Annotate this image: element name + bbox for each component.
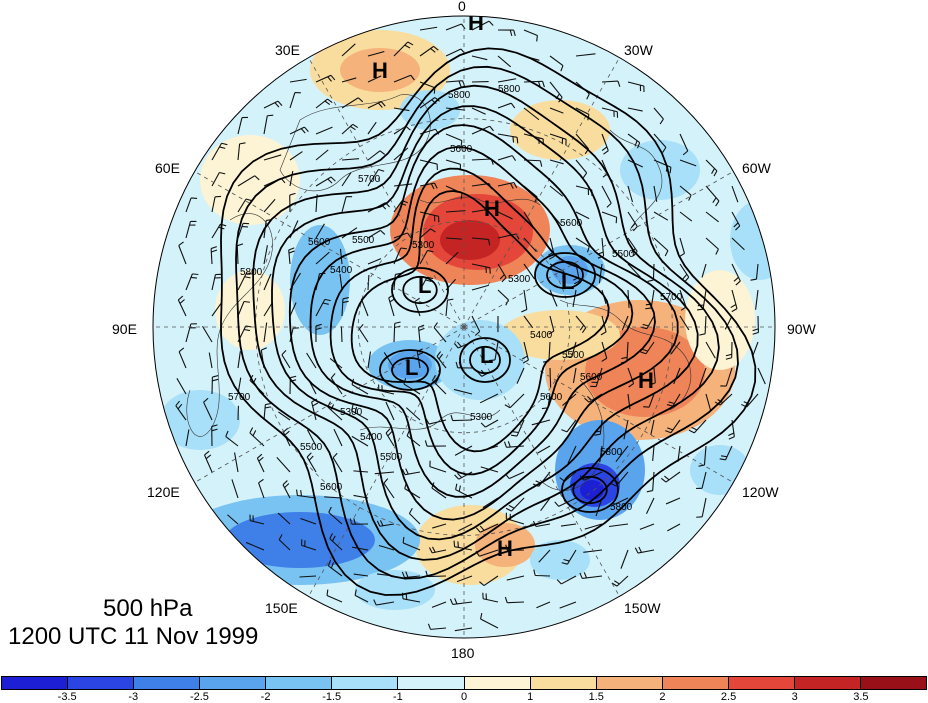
colorbar-tick-label: -3 <box>128 691 138 703</box>
colorbar-cell <box>465 677 531 689</box>
anomaly-region <box>440 220 500 260</box>
colorbar <box>1 676 927 690</box>
contour-label: 5800 <box>448 90 471 101</box>
high-center-label: H <box>497 536 513 561</box>
colorbar-cell <box>597 677 663 689</box>
valid-time-title: 1200 UTC 11 Nov 1999 <box>8 623 258 651</box>
contour-label: 5500 <box>612 249 635 260</box>
contour-label: 5600 <box>320 482 343 493</box>
lon-label-150e: 150E <box>265 601 298 615</box>
colorbar-tick-label: -3.5 <box>58 691 77 703</box>
contour-label: 5800 <box>240 267 263 278</box>
colorbar-tick-label: 1.5 <box>589 691 604 703</box>
anomaly-region <box>690 445 750 495</box>
lon-label-60e: 60E <box>155 161 180 175</box>
colorbar-tick-label: -1.5 <box>322 691 341 703</box>
lon-label-0: 0 <box>458 0 466 13</box>
lon-label-30w: 30W <box>624 43 653 57</box>
contour-label: 5700 <box>660 292 683 303</box>
pressure-level-title: 500 hPa <box>103 595 192 623</box>
colorbar-tick-label: 2 <box>659 691 665 703</box>
high-center-label: H <box>638 368 654 393</box>
colorbar-cell <box>795 677 861 689</box>
colorbar-cell <box>531 677 597 689</box>
contour-label: 5400 <box>330 265 353 276</box>
colorbar-cell <box>266 677 332 689</box>
colorbar-cell <box>398 677 464 689</box>
colorbar-tick-label: 3 <box>792 691 798 703</box>
colorbar-tick-label: 2.5 <box>721 691 736 703</box>
contour-label: 5500 <box>300 442 323 453</box>
colorbar-tick-label: -2 <box>261 691 271 703</box>
colorbar-cell <box>861 677 926 689</box>
colorbar-cell <box>200 677 266 689</box>
anomaly-region <box>225 512 375 568</box>
contour-label: 5600 <box>540 392 563 403</box>
contour-label: 5600 <box>308 237 331 248</box>
contour-label: 5300 <box>340 407 363 418</box>
colorbar-tick-label: 0 <box>461 691 467 703</box>
colorbar-cell <box>729 677 795 689</box>
lon-label-180: 180 <box>451 646 474 660</box>
anomaly-region <box>685 270 755 370</box>
colorbar-cell <box>663 677 729 689</box>
lon-label-150w: 150W <box>624 601 661 615</box>
colorbar-tick-label: 3.5 <box>853 691 868 703</box>
contour-label: 5300 <box>412 240 435 251</box>
lon-label-90w: 90W <box>787 322 816 336</box>
contour-label: 5600 <box>580 372 603 383</box>
anomaly-region <box>730 200 790 280</box>
contour-label: 5800 <box>498 84 521 95</box>
lon-label-120e: 120E <box>147 485 180 499</box>
contour-label: 5500 <box>562 350 585 361</box>
colorbar-tick-label: 1 <box>527 691 533 703</box>
wind-barb <box>550 368 551 387</box>
low-center-label: L <box>405 355 418 380</box>
contour-label: 5800 <box>600 447 623 458</box>
colorbar-cell <box>332 677 398 689</box>
colorbar-tick-label: -2.5 <box>190 691 209 703</box>
contour-label: 5400 <box>360 432 383 443</box>
contour-label: 5700 <box>228 392 251 403</box>
colorbar-tick-label: -1 <box>393 691 403 703</box>
lon-label-30e: 30E <box>275 43 300 57</box>
low-center-label: L <box>480 343 493 368</box>
lon-label-60w: 60W <box>742 161 771 175</box>
high-center-label: H <box>372 58 388 83</box>
contour-label: 5500 <box>380 452 403 463</box>
polar-map: 5800 5800 5600 5700 5600 5500 5400 5300 5600 5500… <box>0 0 928 660</box>
contour-label: 5600 <box>560 218 583 229</box>
contour-label: 5600 <box>450 144 473 155</box>
contour-label: 5400 <box>530 330 553 341</box>
high-center-label: H <box>468 10 484 35</box>
contour-label: 5800 <box>610 502 633 513</box>
lon-label-90e: 90E <box>112 322 137 336</box>
colorbar-cell <box>134 677 200 689</box>
wind-barb <box>341 326 342 342</box>
low-center-label: L <box>418 273 431 298</box>
anomaly-region <box>580 480 604 500</box>
lon-label-120w: 120W <box>742 485 779 499</box>
contour-label: 5700 <box>358 174 381 185</box>
contour-label: 5300 <box>508 274 531 285</box>
colorbar-cell <box>68 677 134 689</box>
colorbar-cell <box>2 677 68 689</box>
high-center-label: H <box>484 196 500 221</box>
contour-label: 5300 <box>470 412 493 423</box>
low-center-label: L <box>561 269 574 294</box>
contour-label: 5500 <box>352 235 375 246</box>
